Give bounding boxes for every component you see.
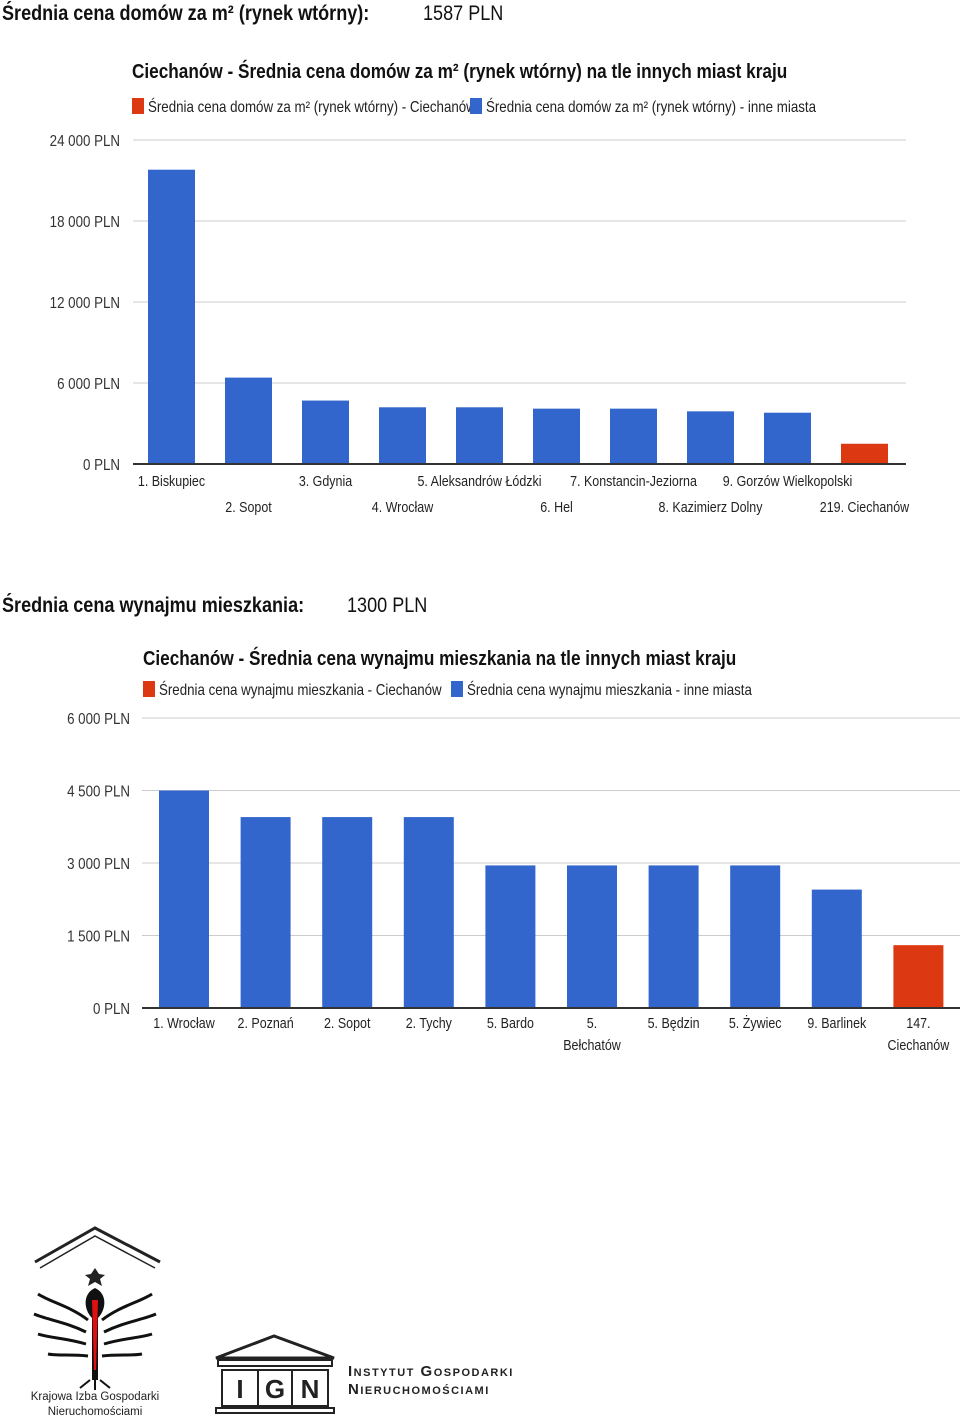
y-tick-label: 4 500 PLN bbox=[67, 784, 130, 801]
x-tick-label: 4. Wrocław bbox=[372, 499, 434, 515]
legend-swatch-others bbox=[470, 98, 482, 114]
x-tick-label: 9. Barlinek bbox=[807, 1015, 866, 1031]
ign-logo-line2: Nieruchomościami bbox=[348, 1381, 490, 1398]
logos-footer: Krajowa Izba Gospodarki Nieruchomościami… bbox=[31, 1226, 514, 1418]
bar bbox=[648, 865, 699, 1008]
bar bbox=[240, 817, 291, 1008]
ign-logo-letter-i: I bbox=[236, 1374, 243, 1404]
bar bbox=[322, 817, 373, 1008]
kign-logo: Krajowa Izba Gospodarki Nieruchomościami bbox=[31, 1226, 161, 1418]
x-tick-label: 9. Gorzów Wielkopolski bbox=[723, 473, 853, 489]
x-tick-label: 2. Tychy bbox=[406, 1015, 452, 1031]
x-tick-label: 1. Wrocław bbox=[153, 1015, 215, 1031]
y-tick-label: 18 000 PLN bbox=[50, 214, 120, 231]
section-heading-rent-value: 1300 PLN bbox=[347, 594, 428, 617]
chart-title: Ciechanów - Średnia cena domów za m² (ry… bbox=[132, 60, 787, 83]
x-tick-label: 2. Sopot bbox=[324, 1015, 371, 1031]
x-tick-label: 8. Kazimierz Dolny bbox=[659, 499, 763, 515]
x-tick-label: 5. Bełchatów bbox=[563, 1015, 621, 1053]
bar bbox=[456, 407, 503, 464]
bar bbox=[533, 408, 580, 464]
bar bbox=[403, 817, 454, 1008]
bar bbox=[811, 889, 862, 1008]
x-tick-label: 2. Sopot bbox=[225, 499, 272, 515]
x-tick-label: 219. Ciechanów bbox=[820, 499, 910, 515]
ign-logo: I G N Instytut Gospodarki Nieruchomościa… bbox=[215, 1334, 514, 1414]
ign-logo-letter-g: G bbox=[265, 1374, 285, 1404]
bar bbox=[841, 443, 888, 464]
y-tick-label: 6 000 PLN bbox=[57, 376, 120, 393]
bar bbox=[379, 407, 426, 464]
x-tick-label: 7. Konstancin-Jeziorna bbox=[570, 473, 697, 489]
chart-title: Ciechanów - Średnia cena wynajmu mieszka… bbox=[143, 647, 736, 670]
y-tick-label: 24 000 PLN bbox=[50, 133, 120, 150]
bar bbox=[893, 945, 944, 1008]
bar bbox=[225, 377, 272, 464]
y-tick-label: 0 PLN bbox=[93, 1001, 130, 1018]
y-tick-label: 6 000 PLN bbox=[67, 711, 130, 728]
y-tick-label: 12 000 PLN bbox=[50, 295, 120, 312]
section-heading-houses-value: 1587 PLN bbox=[422, 2, 504, 25]
x-tick-label: 2. Poznań bbox=[238, 1015, 294, 1031]
section-heading-houses: Średnia cena domów za m² (rynek wtórny):… bbox=[2, 2, 516, 26]
bar bbox=[159, 790, 209, 1008]
house-price-chart: Ciechanów - Średnia cena domów za m² (ry… bbox=[50, 60, 910, 515]
ign-logo-line1: Instytut Gospodarki bbox=[348, 1363, 514, 1380]
bar bbox=[148, 169, 195, 464]
rent-price-chart: Ciechanów - Średnia cena wynajmu mieszka… bbox=[67, 647, 960, 1053]
bar bbox=[764, 412, 811, 464]
legend-swatch-highlight bbox=[143, 681, 155, 697]
x-tick-label: 6. Hel bbox=[540, 499, 573, 515]
legend-swatch-highlight bbox=[132, 98, 144, 114]
y-tick-label: 3 000 PLN bbox=[67, 856, 130, 873]
section-heading-rent: Średnia cena wynajmu mieszkania: 1300 PL… bbox=[2, 594, 441, 618]
section-heading-rent-label: Średnia cena wynajmu mieszkania: bbox=[2, 594, 305, 617]
legend-swatch-others bbox=[451, 681, 463, 697]
bar bbox=[302, 400, 349, 464]
kign-logo-line1: Krajowa Izba Gospodarki bbox=[31, 1391, 159, 1403]
x-tick-label: 5. Bardo bbox=[487, 1015, 534, 1031]
bar bbox=[687, 411, 734, 464]
bar bbox=[610, 408, 657, 464]
x-tick-label: 5. Żywiec bbox=[729, 1015, 782, 1031]
ign-logo-letter-n: N bbox=[301, 1374, 320, 1404]
x-tick-label: 3. Gdynia bbox=[299, 473, 353, 489]
legend-label-others: Średnia cena wynajmu mieszkania - inne m… bbox=[467, 680, 753, 699]
y-tick-label: 0 PLN bbox=[83, 457, 120, 474]
x-tick-label: 5. Będzin bbox=[648, 1015, 700, 1031]
y-tick-label: 1 500 PLN bbox=[67, 929, 130, 946]
section-heading-houses-label: Średnia cena domów za m² (rynek wtórny): bbox=[2, 2, 370, 25]
kign-logo-line2: Nieruchomościami bbox=[48, 1406, 143, 1418]
bar bbox=[485, 865, 536, 1008]
x-tick-label: 1. Biskupiec bbox=[138, 473, 205, 489]
x-tick-label: 147. Ciechanów bbox=[888, 1015, 950, 1053]
bar bbox=[567, 865, 617, 1008]
bar bbox=[730, 865, 781, 1008]
legend-label-highlight: Średnia cena wynajmu mieszkania - Ciecha… bbox=[159, 680, 442, 699]
x-tick-label: 5. Aleksandrów Łódzki bbox=[417, 473, 541, 489]
legend-label-others: Średnia cena domów za m² (rynek wtórny) … bbox=[486, 97, 817, 116]
legend-label-highlight: Średnia cena domów za m² (rynek wtórny) … bbox=[148, 97, 476, 116]
